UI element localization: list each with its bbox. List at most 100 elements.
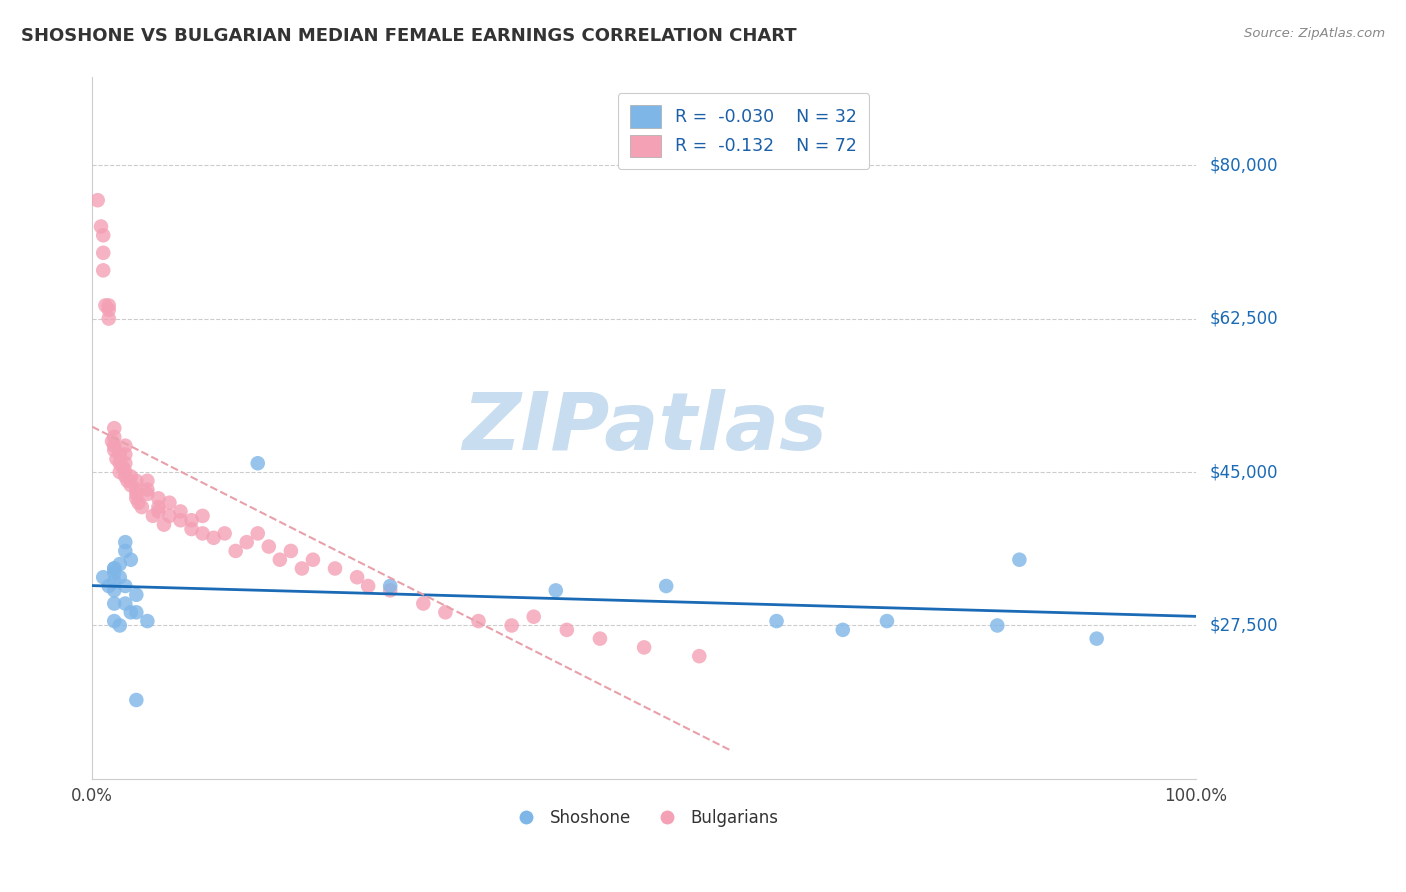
Point [148, 504, 170, 518]
Point [191, 508, 214, 523]
Point [153, 517, 176, 532]
Point [633, 640, 655, 655]
Point [114, 579, 136, 593]
Text: SHOSHONE VS BULGARIAN MEDIAN FEMALE EARNINGS CORRELATION CHART: SHOSHONE VS BULGARIAN MEDIAN FEMALE EARN… [21, 27, 797, 45]
Point [136, 487, 159, 501]
Point [125, 474, 148, 488]
Point [235, 535, 257, 549]
Point [831, 623, 853, 637]
Point [225, 544, 247, 558]
Point [108, 570, 131, 584]
Point [120, 469, 142, 483]
Point [180, 522, 202, 536]
Point [148, 491, 170, 506]
Point [94, 298, 117, 312]
Point [114, 456, 136, 470]
Point [159, 508, 181, 523]
Point [125, 487, 148, 501]
Point [765, 614, 787, 628]
Legend: Shoshone, Bulgarians: Shoshone, Bulgarians [503, 803, 786, 834]
Point [555, 623, 578, 637]
Text: $62,500: $62,500 [1211, 310, 1278, 327]
Point [125, 491, 148, 506]
Text: Source: ZipAtlas.com: Source: ZipAtlas.com [1244, 27, 1385, 40]
Point [117, 474, 139, 488]
Point [91, 228, 114, 243]
Point [131, 500, 153, 514]
Point [114, 465, 136, 479]
Point [523, 609, 546, 624]
Text: $45,000: $45,000 [1211, 463, 1278, 481]
Point [136, 474, 159, 488]
Point [108, 557, 131, 571]
Point [302, 552, 325, 566]
Point [103, 561, 125, 575]
Point [169, 513, 191, 527]
Point [91, 570, 114, 584]
Point [114, 439, 136, 453]
Point [114, 535, 136, 549]
Point [103, 421, 125, 435]
Point [280, 544, 302, 558]
Point [655, 579, 678, 593]
Point [103, 597, 125, 611]
Point [103, 439, 125, 453]
Point [86, 193, 108, 207]
Text: ZIPatlas: ZIPatlas [461, 389, 827, 467]
Point [128, 496, 150, 510]
Point [97, 298, 120, 312]
Point [142, 508, 165, 523]
Point [105, 451, 128, 466]
Point [246, 456, 269, 470]
Point [169, 504, 191, 518]
Point [180, 513, 202, 527]
Point [589, 632, 612, 646]
Point [120, 552, 142, 566]
Point [246, 526, 269, 541]
Point [269, 552, 291, 566]
Point [91, 263, 114, 277]
Point [120, 605, 142, 619]
Point [544, 583, 567, 598]
Point [291, 561, 314, 575]
Point [380, 583, 402, 598]
Point [380, 579, 402, 593]
Point [1008, 552, 1031, 566]
Point [108, 456, 131, 470]
Point [125, 483, 148, 497]
Point [97, 579, 120, 593]
Point [108, 618, 131, 632]
Point [191, 526, 214, 541]
Text: $80,000: $80,000 [1211, 156, 1278, 174]
Point [357, 579, 380, 593]
Point [120, 478, 142, 492]
Point [467, 614, 489, 628]
Point [108, 448, 131, 462]
Point [108, 465, 131, 479]
Point [103, 566, 125, 580]
Point [346, 570, 368, 584]
Point [103, 583, 125, 598]
Point [97, 302, 120, 317]
Point [214, 526, 236, 541]
Point [125, 605, 148, 619]
Point [876, 614, 898, 628]
Point [136, 614, 159, 628]
Point [323, 561, 346, 575]
Point [103, 561, 125, 575]
Point [412, 597, 434, 611]
Text: $27,500: $27,500 [1211, 616, 1278, 634]
Point [986, 618, 1008, 632]
Point [688, 649, 710, 664]
Point [434, 605, 457, 619]
Point [103, 443, 125, 458]
Point [114, 469, 136, 483]
Point [103, 574, 125, 589]
Point [257, 540, 280, 554]
Point [125, 693, 148, 707]
Point [125, 588, 148, 602]
Point [136, 483, 159, 497]
Point [114, 544, 136, 558]
Point [202, 531, 225, 545]
Point [103, 614, 125, 628]
